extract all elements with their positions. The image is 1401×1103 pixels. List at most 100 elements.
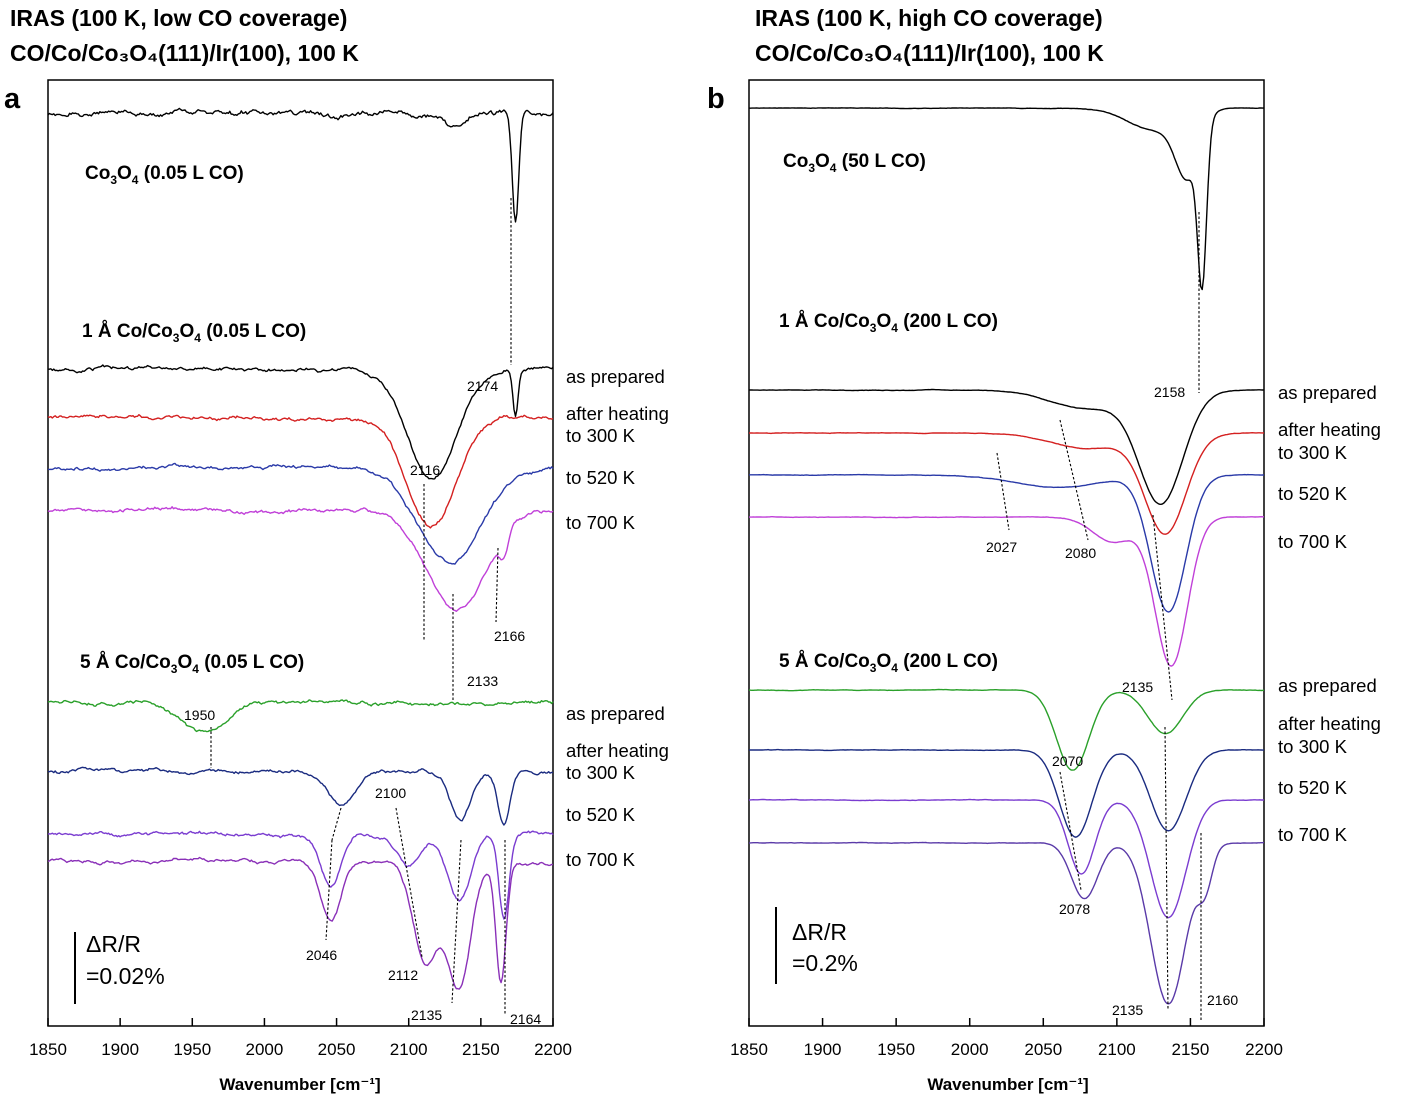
panel-a-peak-2100: 2100 [375,785,406,801]
panel-b-x-tick-label-2150: 2150 [1172,1040,1210,1059]
panel-b-peak-2135-top: 2135 [1122,679,1153,695]
panel-a-guide-2166 [495,547,499,623]
panel-a-x-axis: 1850 1900 1950 2000 2050 2100 2150 2200 [29,1018,572,1059]
panel-a-x-tick-label-2050: 2050 [318,1040,356,1059]
panel-a-spectrum-0 [47,107,554,223]
panel-a-scale-value: =0.02% [86,963,165,989]
panel-a-spectrum-5 [47,699,554,733]
panel-b-peak-2027: 2027 [986,539,1017,555]
panel-a-cond-after-heating-1: after heating [566,403,669,424]
panel-a-x-tick-label-2150: 2150 [462,1040,500,1059]
panel-a-x-tick-label-1900: 1900 [101,1040,139,1059]
panel-b-spectrum-6 [748,748,1264,838]
panel-a-cond-520k-1: to 520 K [566,467,636,488]
panel-b-cond-700k-2: to 700 K [1278,824,1348,845]
panel-a-peak-2166: 2166 [494,628,525,644]
panel-b-x-tick-label-1950: 1950 [877,1040,915,1059]
panel-b-scale-value: =0.2% [792,950,858,976]
panel-b-sample-label-1a: 1 Å Co/Co3O4 (200 L CO) [779,311,998,335]
panel-a-spectrum-4 [47,506,554,612]
panel-a-guide-2100 [395,807,423,958]
panel-a-peak-2164: 2164 [510,1011,541,1027]
panel-a-x-tick-label-1950: 1950 [173,1040,211,1059]
panel-b-peak-2135-bot: 2135 [1112,1002,1143,1018]
panel-b-plot-frame [748,79,1265,1027]
panel-b-cond-300k-1: to 300 K [1278,442,1348,463]
panel-b-guide-2070 [1059,771,1082,891]
panel-b-spectrum-0 [748,107,1265,291]
panel-a-title-line1: IRAS (100 K, low CO coverage) [10,5,347,31]
panel-b-spectrum-2 [749,432,1265,535]
panel-b-scale-label: ΔR/R [792,919,847,945]
panel-a-x-axis-label: Wavenumber [cm⁻¹] [219,1075,380,1094]
panel-a-guide-2046-a [331,807,342,841]
panel-a-peak-2174: 2174 [467,378,498,394]
panel-b-cond-after-heating-1: after heating [1278,419,1381,440]
panel-b-title-line1: IRAS (100 K, high CO coverage) [755,5,1103,31]
panel-a-cond-after-heating-2: after heating [566,740,669,761]
panel-b-spectrum-8 [749,841,1265,1005]
panel-a-cond-520k-2: to 520 K [566,804,636,825]
panel-b-x-tick-label-1850: 1850 [730,1040,768,1059]
panel-a-spectrum-3 [47,462,554,565]
panel-a-sample-label-1a: 1 Å Co/Co3O4 (0.05 L CO) [82,321,306,345]
panel-a-cond-as-prepared-1: as prepared [566,366,665,387]
panel-b-x-tick-label-2100: 2100 [1098,1040,1136,1059]
panel-a-x-tick-label-2100: 2100 [390,1040,428,1059]
panel-a-cond-700k-2: to 700 K [566,849,636,870]
panel-b-sample-label-5a: 5 Å Co/Co3O4 (200 L CO) [779,651,998,675]
panel-a-spectrum-6 [47,766,554,826]
panel-a-x-tick-label-2200: 2200 [534,1040,572,1059]
panel-a-cond-300k-1: to 300 K [566,425,636,446]
panel-a-peak-2116: 2116 [410,462,440,478]
panel-a-peak-2046: 2046 [306,947,337,963]
panel-a-spectrum-7 [47,830,554,920]
panel-a-guide-2046-b [325,839,333,941]
panel-a-scale-label: ΔR/R [86,931,141,957]
panel-a-x-tick-label-2000: 2000 [246,1040,284,1059]
panel-b-cond-520k-2: to 520 K [1278,777,1348,798]
panel-b-spectrum-7 [748,798,1265,919]
panel-a-guide-2135 [451,839,462,1004]
panel-a-spectrum-2 [47,414,554,529]
panel-b-cond-700k-1: to 700 K [1278,531,1348,552]
panel-a-cond-700k-1: to 700 K [566,512,636,533]
panel-b-cond-520k-1: to 520 K [1278,483,1348,504]
panel-b-x-tick-label-2200: 2200 [1245,1040,1283,1059]
panel-b-letter: b [707,83,725,115]
panel-b-title-line2: CO/Co/Co₃O₄(111)/Ir(100), 100 K [755,40,1104,66]
panel-b-spectrum-5 [748,688,1265,771]
panel-a-cond-300k-2: to 300 K [566,762,636,783]
panel-a-spectrum-1 [48,364,554,480]
panel-b-spectrum-3 [748,473,1265,613]
panel-a-series-group [47,107,554,990]
panel-a-sample-label-co3o4: Co3O4 (0.05 L CO) [85,163,244,187]
panel-a-peak-2112: 2112 [388,967,418,983]
panel-a-cond-as-prepared-2: as prepared [566,703,665,724]
panel-b-cond-as-prepared-1: as prepared [1278,382,1377,403]
panel-a-spectrum-8 [47,856,554,990]
panel-b-peak-2158: 2158 [1154,384,1185,400]
panel-b-peak-2160: 2160 [1207,992,1238,1008]
panel-b-cond-300k-2: to 300 K [1278,736,1348,757]
panel-a-sample-label-5a: 5 Å Co/Co3O4 (0.05 L CO) [80,652,304,676]
panel-b: IRAS (100 K, high CO coverage) CO/Co/Co₃… [707,5,1381,1094]
panel-b-peak-2080: 2080 [1065,545,1096,561]
panel-b-x-tick-label-2050: 2050 [1024,1040,1062,1059]
panel-b-spectrum-1 [748,388,1265,505]
panel-a-plot-frame [47,79,554,1027]
panel-b-x-axis: 1850 1900 1950 2000 2050 2100 2150 2200 [730,1018,1283,1059]
panel-b-x-axis-label: Wavenumber [cm⁻¹] [927,1075,1088,1094]
panel-b-x-tick-label-1900: 1900 [804,1040,842,1059]
panel-a-peak-2135: 2135 [411,1007,442,1023]
panel-b-guide-2135-top [1152,514,1173,701]
panel-a: IRAS (100 K, low CO coverage) CO/Co/Co₃O… [4,5,669,1094]
panel-b-cond-after-heating-2: after heating [1278,713,1381,734]
panel-b-guide-2080 [1059,419,1089,541]
panel-b-guide-2027 [996,452,1010,531]
panel-b-peak-2070: 2070 [1052,753,1083,769]
panel-a-title-line2: CO/Co/Co₃O₄(111)/Ir(100), 100 K [10,40,359,66]
panel-b-series-group [748,107,1265,1005]
panel-a-letter: a [4,83,21,115]
